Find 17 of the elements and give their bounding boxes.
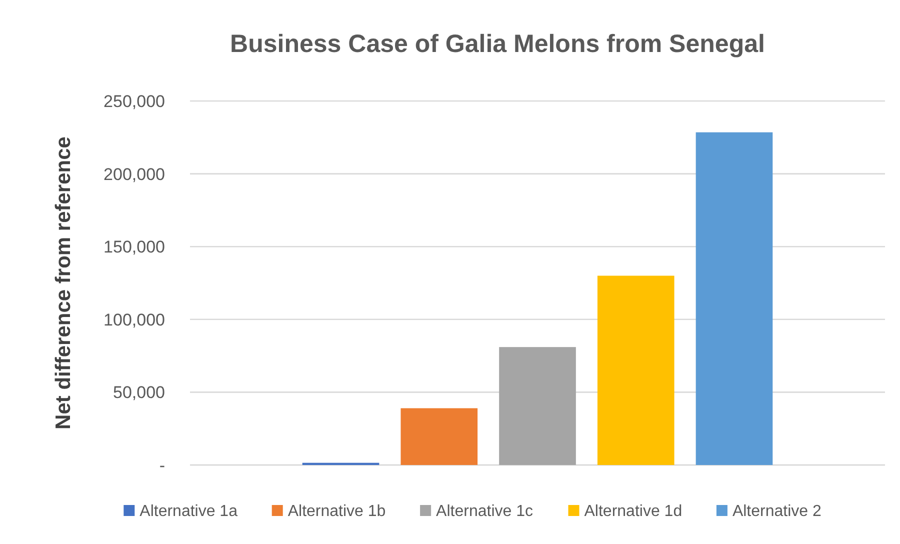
chart-title: Business Case of Galia Melons from Senegal	[230, 30, 765, 58]
legend-label: Alternative 1d	[584, 503, 682, 520]
bar	[499, 347, 576, 465]
y-tick-label: 100,000	[104, 310, 165, 330]
legend-label: Alternative 1a	[140, 503, 238, 520]
y-tick-label: 250,000	[104, 92, 165, 111]
legend-label: Alternative 1b	[288, 503, 386, 520]
y-tick-label: 200,000	[104, 164, 165, 184]
bar	[597, 276, 674, 465]
legend-label: Alternative 1c	[436, 503, 533, 520]
legend-label: Alternative 2	[732, 503, 822, 520]
bar	[696, 132, 773, 465]
y-tick-label: 150,000	[104, 238, 165, 257]
y-tick-label: 50,000	[113, 383, 165, 402]
bar	[400, 408, 478, 465]
y-axis-title: Net difference from reference	[52, 136, 75, 430]
y-tick-label: -	[159, 456, 165, 475]
